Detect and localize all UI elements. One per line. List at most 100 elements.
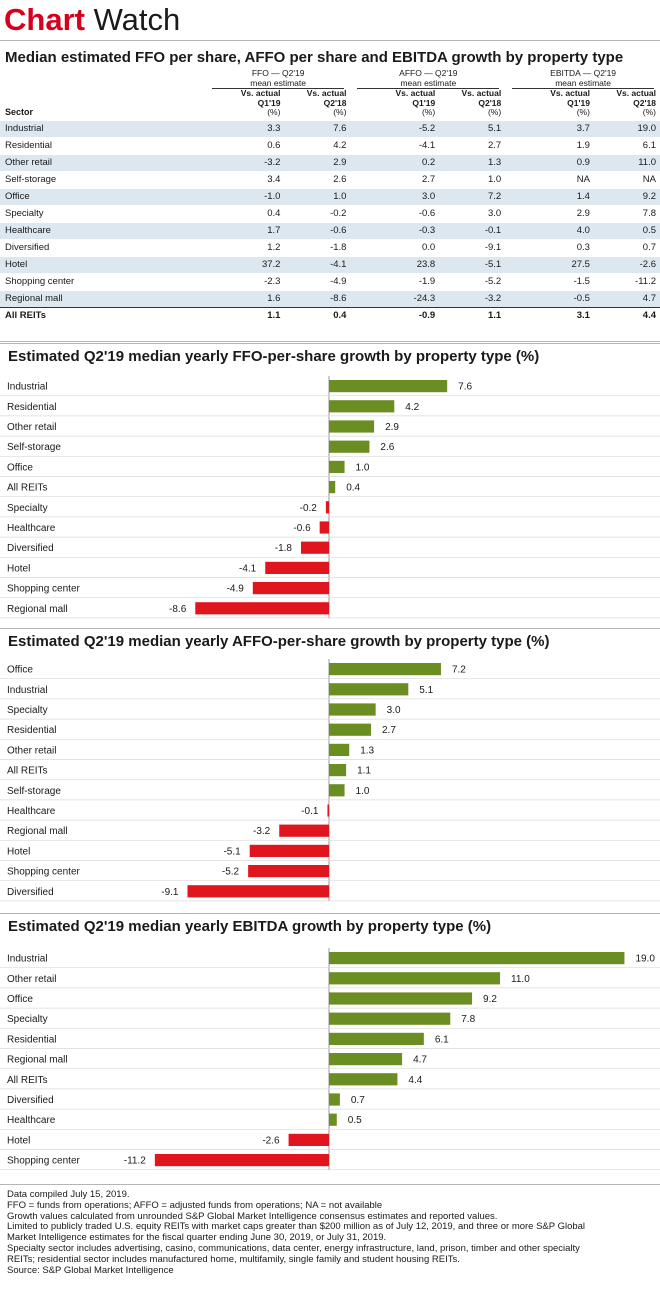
category-label: Shopping center — [7, 584, 81, 595]
bar — [329, 380, 448, 393]
bar — [248, 865, 329, 878]
bar — [288, 1133, 329, 1146]
value-cell: -1.5 — [505, 272, 594, 290]
value-cell: 2.7 — [350, 170, 440, 188]
value-cell: 5.1 — [439, 119, 506, 137]
bar — [195, 602, 329, 615]
value-label: -2.6 — [262, 1135, 280, 1146]
value-cell: -0.5 — [505, 289, 594, 307]
bar — [329, 1053, 403, 1066]
value-label: 2.7 — [382, 725, 396, 736]
value-cell: -2.3 — [204, 272, 285, 290]
brand-watch: Watch — [84, 2, 181, 37]
value-label: -1.8 — [275, 543, 293, 554]
value-cell: 37.2 — [204, 255, 285, 273]
group-ffo: FFO — Q2'19 mean estimate — [205, 68, 351, 89]
chart-title: Estimated Q2'19 median yearly EBITDA gro… — [8, 918, 492, 935]
column-header-line: Vs. actual — [550, 88, 590, 98]
value-cell: 1.1 — [439, 306, 506, 324]
footnote: Source: S&P Global Market Intelligence — [7, 1264, 174, 1276]
category-label: Industrial — [7, 685, 48, 696]
value-cell: NA — [593, 170, 660, 188]
footnote: Limited to publicly traded U.S. equity R… — [7, 1221, 586, 1233]
group-ebitda-line1: EBITDA — Q2'19 — [550, 68, 617, 78]
value-cell: 3.1 — [505, 306, 594, 324]
bar — [319, 521, 329, 534]
bar — [154, 1154, 329, 1167]
value-cell: 2.9 — [284, 153, 351, 171]
footnote: Market Intelligence estimates for the fi… — [7, 1232, 387, 1244]
sector-cell: All REITs — [0, 306, 205, 324]
bar — [329, 952, 625, 965]
divider — [0, 343, 660, 344]
divider — [0, 341, 660, 342]
value-label: 0.4 — [346, 483, 360, 494]
value-cell: 6.1 — [593, 136, 660, 154]
value-label: 7.2 — [452, 665, 466, 676]
category-label: Regional mall — [7, 604, 68, 615]
value-label: -9.1 — [161, 887, 179, 898]
category-label: Residential — [7, 1034, 56, 1045]
sector-cell: Regional mall — [0, 289, 205, 307]
value-label: 1.1 — [357, 766, 371, 777]
category-label: All REITs — [7, 766, 48, 777]
column-header: Vs. actual Q2'18 (%) — [439, 88, 505, 120]
group-affo: AFFO — Q2'19 mean estimate — [350, 68, 505, 89]
value-cell: 0.5 — [593, 221, 660, 239]
group-ebitda-line2: mean estimate — [512, 78, 654, 89]
bar — [329, 481, 336, 494]
column-header-line: Q1'19 — [567, 97, 590, 108]
category-label: Office — [7, 994, 33, 1005]
value-cell: -9.1 — [439, 238, 506, 256]
category-label: Industrial — [7, 954, 48, 965]
value-cell: 1.1 — [204, 306, 285, 324]
category-label: Industrial — [7, 382, 48, 393]
footnote: FFO = funds from operations; AFFO = adju… — [7, 1199, 383, 1211]
sector-cell: Office — [0, 187, 205, 205]
column-header-line: Q2'18 — [478, 97, 502, 108]
value-cell: 7.6 — [284, 119, 351, 137]
table-row: Regional mall 1.6 -8.6 -24.3 -3.2 -0.5 4.7 — [0, 289, 660, 307]
value-cell: 1.3 — [439, 153, 506, 171]
category-label: Shopping center — [7, 867, 81, 878]
footnote: REITs; residential sector includes manuf… — [7, 1253, 460, 1265]
category-label: All REITs — [7, 483, 48, 494]
group-ffo-line1: FFO — Q2'19 — [251, 68, 305, 78]
category-label: Other retail — [7, 745, 56, 756]
value-cell: -4.9 — [284, 272, 351, 290]
value-label: -0.6 — [293, 523, 311, 534]
table-total-row: All REITs 1.1 0.4 -0.9 1.1 3.1 4.4 — [0, 306, 660, 324]
value-cell: 0.6 — [204, 136, 285, 154]
value-label: 4.2 — [405, 402, 419, 413]
bar — [329, 764, 347, 777]
value-cell: 3.4 — [204, 170, 285, 188]
bar — [329, 1073, 398, 1086]
value-label: 19.0 — [635, 954, 655, 965]
category-label: Regional mall — [7, 826, 68, 837]
group-ebitda: EBITDA — Q2'19 mean estimate — [505, 68, 660, 89]
category-label: Office — [7, 665, 33, 676]
value-label: -0.1 — [301, 806, 319, 817]
bar — [265, 561, 329, 574]
value-cell: 7.8 — [593, 204, 660, 222]
value-cell: 0.2 — [350, 153, 440, 171]
table-row: Shopping center -2.3 -4.9 -1.9 -5.2 -1.5 -11.2 — [0, 272, 660, 290]
value-label: -4.9 — [227, 584, 245, 595]
value-cell: 4.4 — [593, 306, 660, 324]
column-header-line: Vs. actual — [461, 88, 502, 98]
value-label: -8.6 — [169, 604, 187, 615]
table-row: Self-storage 3.4 2.6 2.7 1.0 NA NA — [0, 170, 660, 188]
category-label: Hotel — [7, 1135, 30, 1146]
value-cell: 1.2 — [204, 238, 285, 256]
value-cell: -1.9 — [350, 272, 440, 290]
table-row: Healthcare 1.7 -0.6 -0.3 -0.1 4.0 0.5 — [0, 221, 660, 239]
column-header: Vs. actual Q2'18 (%) — [284, 88, 350, 120]
category-label: Healthcare — [7, 806, 56, 817]
table-row: Other retail -3.2 2.9 0.2 1.3 0.9 11.0 — [0, 153, 660, 171]
column-header-line: (%) — [333, 107, 347, 117]
bar — [301, 541, 329, 554]
value-cell: 0.7 — [593, 238, 660, 256]
table-row: Hotel 37.2 -4.1 23.8 -5.1 27.5 -2.6 — [0, 255, 660, 273]
value-label: -0.2 — [300, 503, 318, 514]
value-label: 0.7 — [351, 1095, 365, 1106]
